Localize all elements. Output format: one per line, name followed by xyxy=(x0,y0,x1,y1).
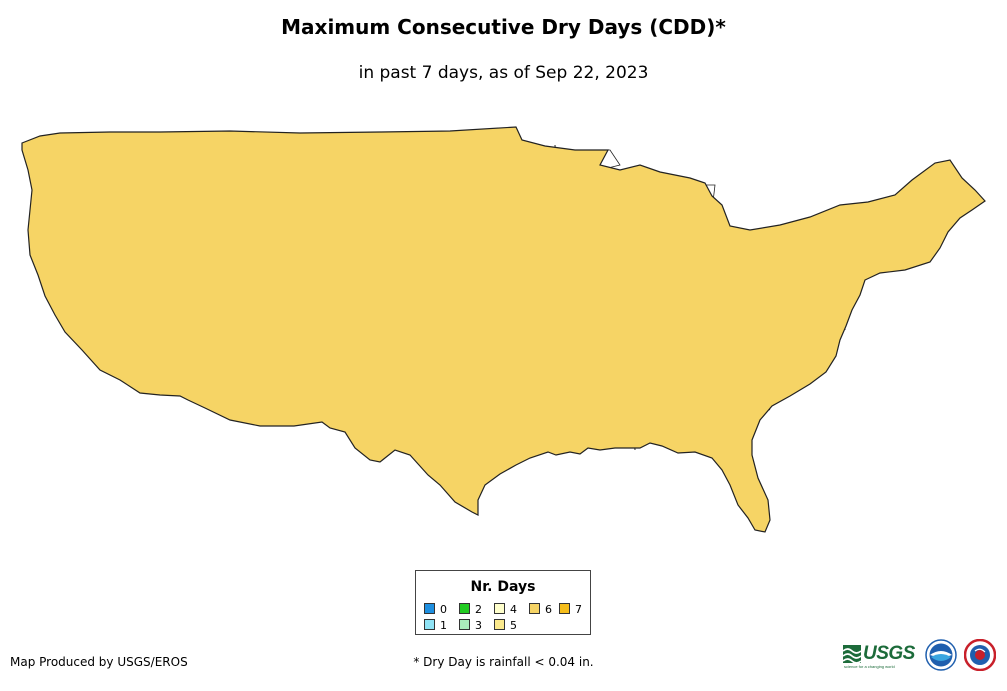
usgs-wordmark: USGS xyxy=(863,643,915,664)
legend-item-1: 1 xyxy=(424,619,447,632)
us-outline xyxy=(21,126,986,533)
nws-logo-icon[interactable] xyxy=(964,639,996,671)
legend-swatch xyxy=(424,619,435,630)
map-subtitle: in past 7 days, as of Sep 22, 2023 xyxy=(358,63,649,83)
map-title: Maximum Consecutive Dry Days (CDD)* xyxy=(281,15,726,39)
legend-item-3: 3 xyxy=(459,619,482,632)
legend-item-4: 4 xyxy=(494,603,517,616)
legend-item-0: 0 xyxy=(424,603,447,616)
legend-item-7: 7 xyxy=(559,603,582,616)
legend-swatch xyxy=(529,603,540,614)
footnote: * Dry Day is rainfall < 0.04 in. xyxy=(413,655,594,669)
legend-swatch xyxy=(494,619,505,630)
legend-swatch xyxy=(559,603,570,614)
usgs-tagline: science for a changing world xyxy=(844,664,895,669)
legend-swatch xyxy=(494,603,505,614)
map-credit: Map Produced by USGS/EROS xyxy=(10,655,188,669)
noaa-logo-icon[interactable] xyxy=(925,639,957,671)
legend-swatch xyxy=(459,603,470,614)
agency-logos: USGS science for a changing world xyxy=(843,637,1003,677)
legend-item-2: 2 xyxy=(459,603,482,616)
legend-title: Nr. Days xyxy=(470,579,536,595)
usgs-wave-icon xyxy=(843,645,861,663)
legend: Nr. Days 0 1 2 3 4 5 6 7 xyxy=(415,570,591,635)
legend-swatch xyxy=(424,603,435,614)
legend-swatch xyxy=(459,619,470,630)
legend-item-5: 5 xyxy=(494,619,517,632)
legend-item-6: 6 xyxy=(529,603,552,616)
